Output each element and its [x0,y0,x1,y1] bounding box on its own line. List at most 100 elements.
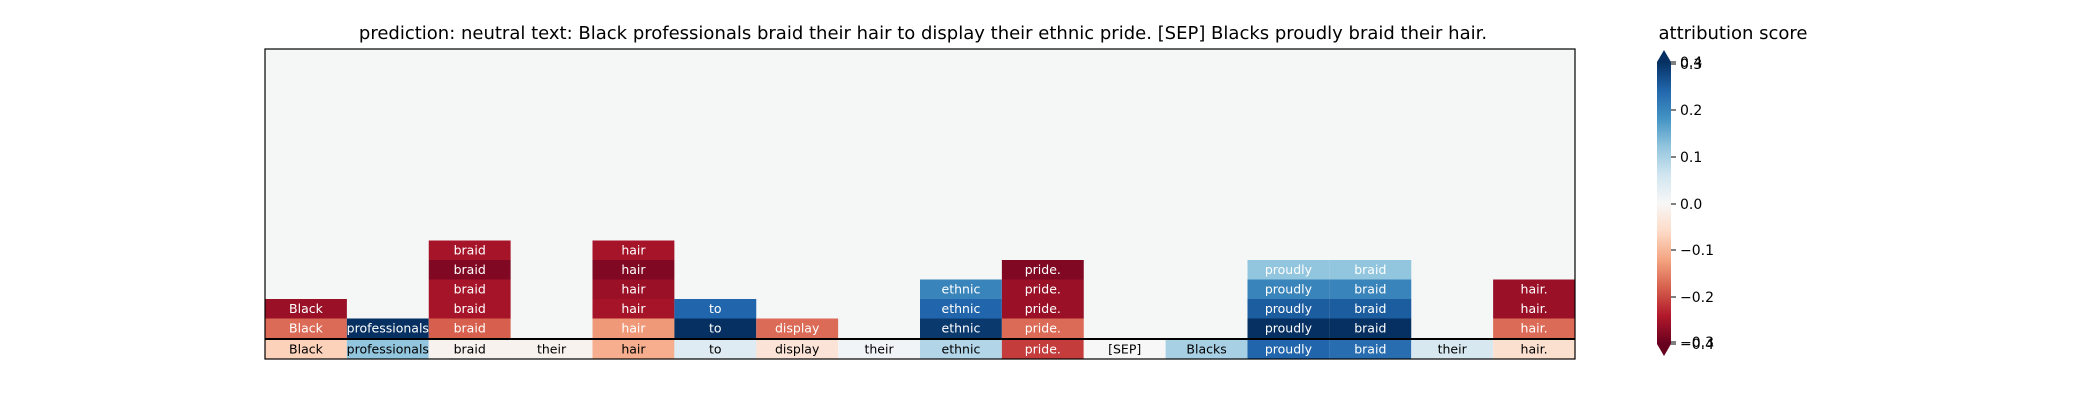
attribution-cell-label: ethnic [942,282,981,297]
attribution-cell-label: to [709,321,722,336]
token-cell [838,339,920,359]
attribution-cell [1329,318,1412,338]
token-label: their [1438,342,1468,357]
token-cell [346,339,429,359]
attribution-cell [1329,260,1412,280]
colorbar-tick-label: −0.3 [1680,335,1714,351]
token-label: to [709,342,722,357]
attribution-cell-label: braid [1354,282,1386,297]
attribution-cell-label: to [709,301,722,316]
colorbar-bar [1657,62,1671,344]
token-cell [1493,339,1575,359]
colorbar-bottom-extend [1657,344,1671,356]
token-cell [674,339,757,359]
attribution-cell-label: braid [1354,301,1386,316]
token-label: their [864,342,894,357]
attribution-cell [920,279,1002,299]
token-label: ethnic [942,342,981,357]
attribution-cell [756,318,839,338]
token-cell [1411,339,1494,359]
attribution-cell [674,318,757,338]
chart-title: prediction: neutral text: Black professi… [359,23,1487,44]
attribution-cell-label: professionals [347,321,429,336]
attribution-cell [428,240,511,260]
token-label: Black [289,342,324,357]
attribution-cell [592,279,675,299]
attribution-cell [1001,299,1084,319]
colorbar-ticks: 0.40.3 0.2 0.1 0.0 −0.1 −0.2 −0.3−0.4 [1671,55,1714,353]
token-label: professionals [347,342,429,357]
colorbar-tick-label: −0.1 [1680,243,1714,259]
attribution-cell [1001,279,1084,299]
attribution-cell [1493,318,1575,338]
attribution-cell-label: pride. [1025,321,1061,336]
attribution-cell [1493,299,1575,319]
attribution-cell-label: proudly [1265,282,1313,297]
attribution-cell [592,240,675,260]
attribution-cell-label: braid [454,321,486,336]
token-label: display [775,342,820,357]
attribution-cell-label: pride. [1025,262,1061,277]
attribution-cell-label: hair [621,282,646,297]
token-cell [592,339,675,359]
colorbar-title: attribution score [1659,23,1808,44]
attribution-cell-label: hair [621,321,646,336]
attribution-cell-label: proudly [1265,301,1313,316]
plot-frame [264,48,1576,360]
attribution-cell-label: Black [289,301,324,316]
attribution-cell-label: display [775,321,820,336]
attribution-cell-label: proudly [1265,262,1313,277]
token-label: [SEP] [1108,342,1141,357]
token-label: hair [621,342,646,357]
colorbar-tick-label: −0.2 [1680,290,1714,306]
token-row: Black professionals braid their hair to displa… [265,339,1575,359]
attribution-cell-label: hair [621,243,646,258]
attribution-cell-label: braid [454,282,486,297]
attribution-cell [428,299,511,319]
attribution-cell [674,299,757,319]
colorbar-tick-label: 0.0 [1680,197,1702,213]
attribution-cell [1247,299,1330,319]
attribution-cell-label: braid [454,301,486,316]
token-cell [920,339,1002,359]
attribution-cell [592,299,675,319]
colorbar-tick-label: −0.4 [1680,337,1714,353]
colorbar [1657,50,1671,356]
token-cell [1247,339,1330,359]
attribution-cell-label: hair. [1521,282,1548,297]
token-cell [1001,339,1084,359]
token-cell [1165,339,1248,359]
token-cell [1083,339,1166,359]
token-cell [265,339,347,359]
attribution-cell-label: braid [454,262,486,277]
attribution-cell [346,318,429,338]
attribution-cell [1001,260,1084,280]
attribution-cell [1329,279,1412,299]
token-label: their [537,342,567,357]
attribution-cell [920,299,1002,319]
token-label: Blacks [1186,342,1226,357]
attribution-cell-label: ethnic [942,321,981,336]
attribution-cell-label: Black [289,321,324,336]
attribution-cell-label: pride. [1025,282,1061,297]
token-label: hair. [1521,342,1548,357]
colorbar-tick-label: 0.2 [1680,103,1702,119]
attribution-cell-label: proudly [1265,321,1313,336]
attribution-cell [428,279,511,299]
attribution-cell [592,260,675,280]
colorbar-tick-label: 0.1 [1680,150,1702,166]
attribution-cell-label: hair [621,262,646,277]
token-label: proudly [1265,342,1313,357]
token-cell [756,339,839,359]
colorbar-tick-label: 0.4 [1680,55,1702,71]
attribution-cell [1329,299,1412,319]
attribution-cell [920,318,1002,338]
attribution-cell [1001,318,1084,338]
attribution-cell [592,318,675,338]
attribution-cell [1493,279,1575,299]
colorbar-top-extend [1657,50,1671,62]
attribution-cell-label: braid [1354,321,1386,336]
attribution-cell-label: braid [1354,262,1386,277]
token-cell [428,339,511,359]
